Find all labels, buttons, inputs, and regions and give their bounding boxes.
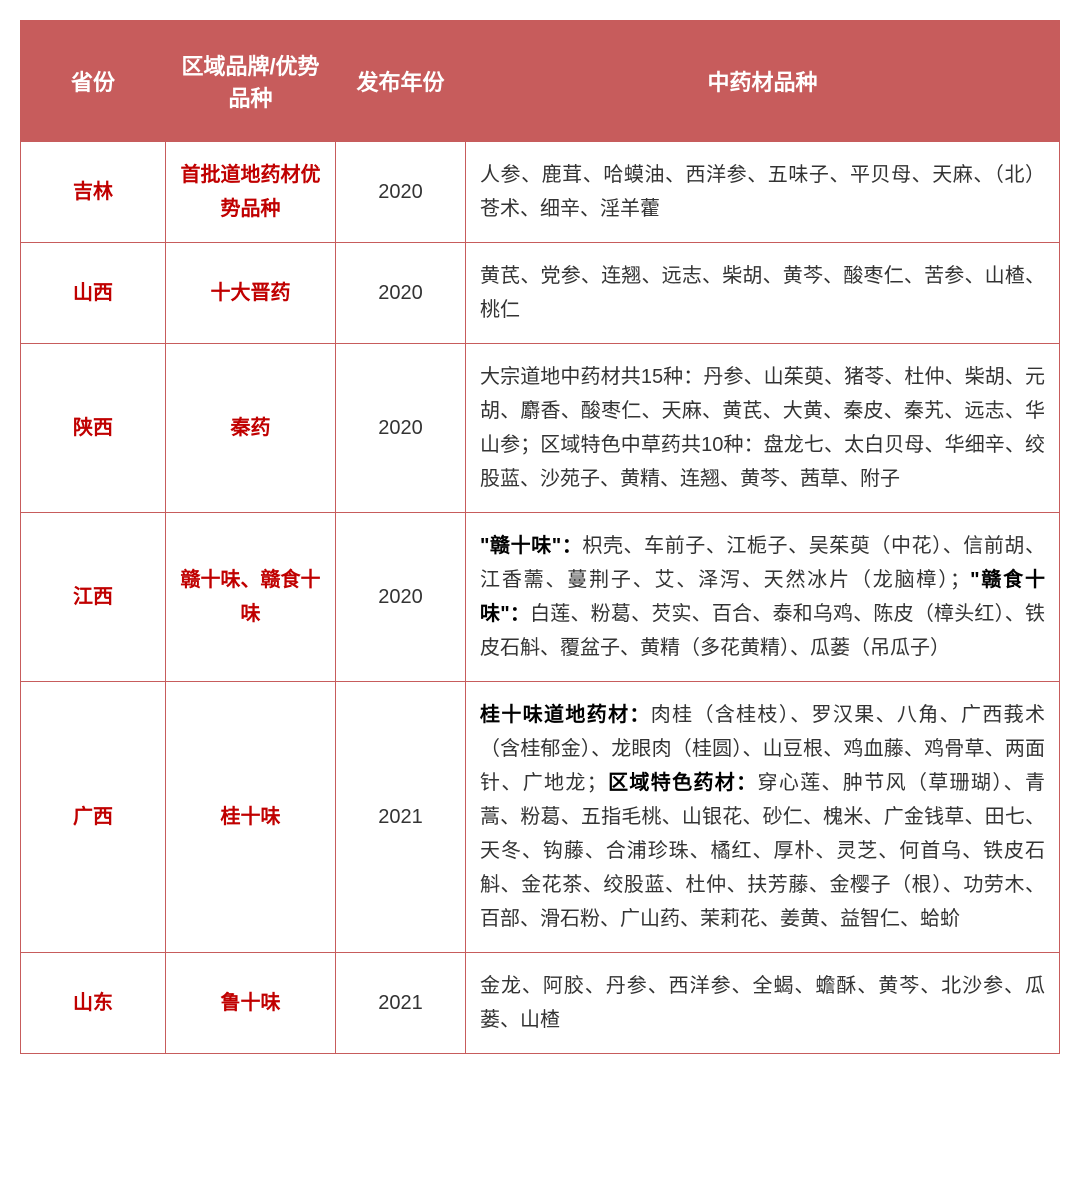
header-species: 中药材品种	[466, 21, 1060, 142]
cell-species: 人参、鹿茸、哈蟆油、西洋参、五味子、平贝母、天麻、（北）苍术、细辛、淫羊藿	[466, 142, 1060, 243]
cell-brand: 十大晋药	[166, 243, 336, 344]
table-row: 山东鲁十味2021金龙、阿胶、丹参、西洋参、全蝎、蟾酥、黄芩、北沙参、瓜蒌、山楂	[21, 953, 1060, 1054]
table-row: 广西桂十味2021桂十味道地药材：肉桂（含桂枝）、罗汉果、八角、广西莪术（含桂郁…	[21, 682, 1060, 953]
cell-year: 2020	[336, 513, 466, 682]
cell-province: 广西	[21, 682, 166, 953]
table-header: 省份 区域品牌/优势品种 发布年份 中药材品种	[21, 21, 1060, 142]
table-body: 吉林首批道地药材优势品种2020人参、鹿茸、哈蟆油、西洋参、五味子、平贝母、天麻…	[21, 142, 1060, 1054]
header-province: 省份	[21, 21, 166, 142]
header-year: 发布年份	[336, 21, 466, 142]
cell-province: 江西	[21, 513, 166, 682]
cell-brand: 桂十味	[166, 682, 336, 953]
cell-province: 吉林	[21, 142, 166, 243]
cell-brand: 秦药	[166, 344, 336, 513]
cell-year: 2021	[336, 953, 466, 1054]
table-row: 江西赣十味、赣食十味2020"赣十味"：枳壳、车前子、江栀子、吴茱萸（中花）、信…	[21, 513, 1060, 682]
cell-species: 黄芪、党参、连翘、远志、柴胡、黄芩、酸枣仁、苦参、山楂、桃仁	[466, 243, 1060, 344]
cell-brand: 赣十味、赣食十味	[166, 513, 336, 682]
cell-year: 2020	[336, 243, 466, 344]
cell-province: 山西	[21, 243, 166, 344]
table-row: 吉林首批道地药材优势品种2020人参、鹿茸、哈蟆油、西洋参、五味子、平贝母、天麻…	[21, 142, 1060, 243]
table-row: 陕西秦药2020大宗道地中药材共15种：丹参、山茱萸、猪苓、杜仲、柴胡、元胡、麝…	[21, 344, 1060, 513]
cell-brand: 鲁十味	[166, 953, 336, 1054]
cell-brand: 首批道地药材优势品种	[166, 142, 336, 243]
header-brand: 区域品牌/优势品种	[166, 21, 336, 142]
cell-year: 2020	[336, 344, 466, 513]
cell-province: 陕西	[21, 344, 166, 513]
cell-year: 2021	[336, 682, 466, 953]
herb-table: 省份 区域品牌/优势品种 发布年份 中药材品种 吉林首批道地药材优势品种2020…	[20, 20, 1060, 1054]
table-row: 山西十大晋药2020黄芪、党参、连翘、远志、柴胡、黄芩、酸枣仁、苦参、山楂、桃仁	[21, 243, 1060, 344]
cell-species: 金龙、阿胶、丹参、西洋参、全蝎、蟾酥、黄芩、北沙参、瓜蒌、山楂	[466, 953, 1060, 1054]
cell-species: "赣十味"：枳壳、车前子、江栀子、吴茱萸（中花）、信前胡、江香薷、蔓荆子、艾、泽…	[466, 513, 1060, 682]
cell-year: 2020	[336, 142, 466, 243]
cell-species: 大宗道地中药材共15种：丹参、山茱萸、猪苓、杜仲、柴胡、元胡、麝香、酸枣仁、天麻…	[466, 344, 1060, 513]
cell-province: 山东	[21, 953, 166, 1054]
cell-species: 桂十味道地药材：肉桂（含桂枝）、罗汉果、八角、广西莪术（含桂郁金）、龙眼肉（桂圆…	[466, 682, 1060, 953]
